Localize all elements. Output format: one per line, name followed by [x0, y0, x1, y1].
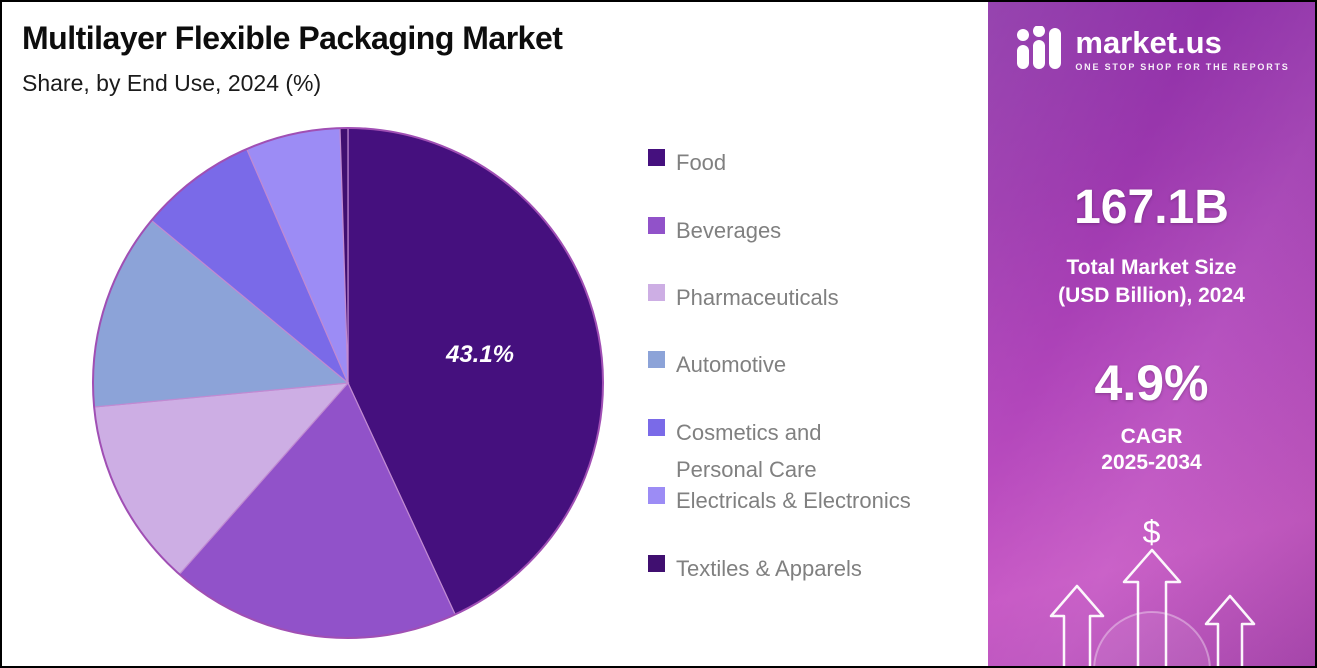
cagr-label-line1: CAGR	[1120, 425, 1183, 448]
legend-item-pharmaceuticals: Pharmaceuticals	[648, 279, 839, 316]
brand-name: market.us	[1075, 24, 1222, 60]
cagr-value: 4.9%	[1094, 355, 1209, 411]
pie-outline	[92, 127, 604, 639]
legend-label-textiles-apparels: Textiles & Apparels	[676, 556, 862, 581]
legend-label-automotive: Automotive	[676, 352, 787, 377]
market-size-label-line2: (USD Billion), 2024	[1058, 284, 1245, 307]
legend-label-beverages: Beverages	[676, 218, 782, 243]
market-size-label: Total Market Size (USD Billion), 2024	[988, 254, 1315, 310]
legend-swatch-electricals-electronics	[648, 487, 665, 504]
legend-item-textiles-apparels: Textiles & Apparels	[648, 550, 862, 587]
brand-logo: market.us ONE STOP SHOP FOR THE REPORTS	[988, 26, 1315, 72]
legend-label-pharmaceuticals: Pharmaceuticals	[676, 285, 839, 310]
pie-data-label: 43.1%	[445, 341, 514, 368]
legend-swatch-food	[648, 149, 665, 166]
dollar-icon: $	[1142, 514, 1161, 550]
legend-label-cosmetics-personal-care: Cosmetics and Personal Care	[676, 420, 822, 482]
chart-legend: Food Beverages Pharmaceuticals Automotiv…	[648, 2, 978, 666]
legend-item-cosmetics-personal-care: Cosmetics and Personal Care	[648, 414, 886, 488]
legend-swatch-beverages	[648, 217, 665, 234]
market-size-value: 167.1B	[1074, 181, 1229, 234]
legend-item-automotive: Automotive	[648, 346, 786, 383]
growth-arrows-icon	[1049, 548, 1255, 666]
sidebar-panel: market.us ONE STOP SHOP FOR THE REPORTS …	[988, 2, 1315, 666]
cagr-label: CAGR 2025-2034	[988, 424, 1315, 476]
page-subtitle: Share, by End Use, 2024 (%)	[22, 70, 322, 96]
legend-label-food: Food	[676, 150, 727, 175]
pie-chart: 43.1%	[87, 122, 609, 644]
legend-swatch-cosmetics-personal-care	[648, 419, 665, 436]
legend-swatch-textiles-apparels	[648, 555, 665, 572]
pie-chart-svg: 43.1%	[92, 127, 604, 639]
page-title: Multilayer Flexible Packaging Market	[22, 20, 563, 56]
legend-item-electricals-electronics: Electricals & Electronics	[648, 482, 911, 519]
market-size-label-line1: Total Market Size	[1066, 256, 1237, 279]
legend-label-electricals-electronics: Electricals & Electronics	[676, 488, 911, 513]
logo-chart-icon	[1017, 26, 1062, 69]
cagr-label-line2: 2025-2034	[1101, 451, 1202, 474]
legend-item-beverages: Beverages	[648, 212, 781, 249]
brand-tagline: ONE STOP SHOP FOR THE REPORTS	[1075, 61, 1290, 72]
legend-item-food: Food	[648, 144, 726, 181]
legend-swatch-automotive	[648, 351, 665, 368]
legend-swatch-pharmaceuticals	[648, 284, 665, 301]
